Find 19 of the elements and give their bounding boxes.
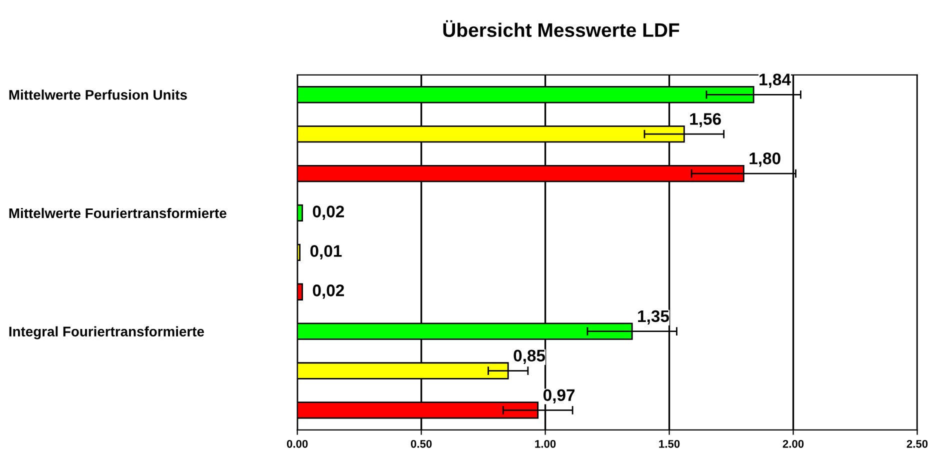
data-label: 1,56 xyxy=(690,113,721,128)
data-label: 1,80 xyxy=(750,152,780,167)
y-tick-label: Mittelwerte Perfusion Units xyxy=(9,90,187,100)
x-tick-label: 1.50 xyxy=(659,440,680,448)
data-label: 0,85 xyxy=(514,350,546,364)
data-label: 0,02 xyxy=(312,206,344,220)
x-tick-label: 1.00 xyxy=(535,440,556,448)
x-tick-label: 0.00 xyxy=(286,440,308,448)
chart-title: Übersicht Messwerte LDF xyxy=(443,20,680,37)
data-label: 1,84 xyxy=(760,74,791,88)
data-label: 0,01 xyxy=(310,245,342,260)
y-tick-label: Integral Fouriertransformierte xyxy=(9,326,204,340)
x-tick-label: 2.00 xyxy=(782,440,804,448)
data-label: 1,35 xyxy=(638,310,670,325)
data-label: 0,02 xyxy=(312,284,344,299)
data-label: 0,97 xyxy=(543,389,575,404)
x-tick-label: 0.50 xyxy=(410,440,432,448)
x-tick-label: 2.50 xyxy=(906,440,928,448)
y-tick-label: Mittelwerte Fouriertransformierte xyxy=(9,208,226,218)
